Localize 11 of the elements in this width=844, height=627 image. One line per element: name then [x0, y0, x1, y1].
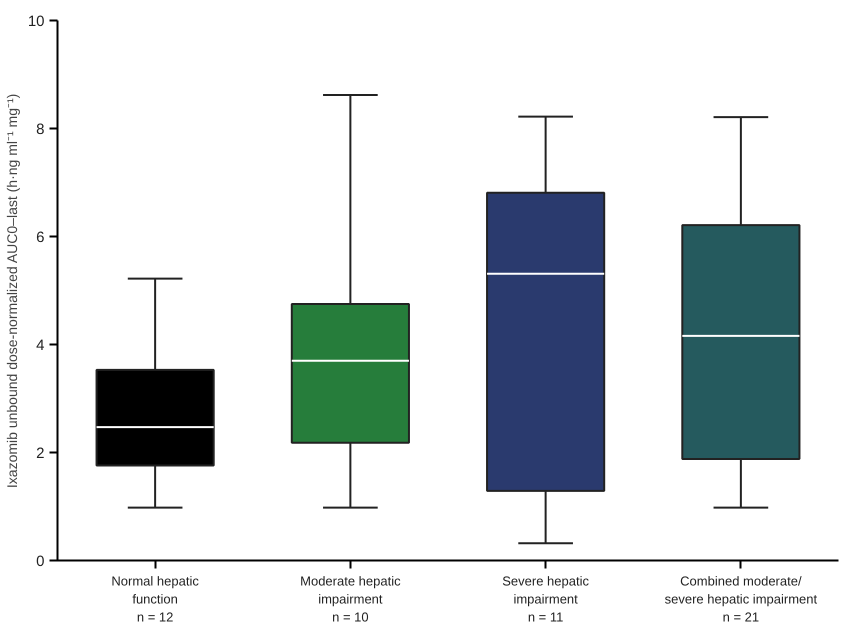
y-tick-label: 2: [36, 445, 44, 462]
y-tick-label: 6: [36, 229, 44, 246]
x-tick-label: Severe hepatic impairment n = 11: [502, 574, 590, 624]
x-tick-label: Moderate hepatic impairment n = 10: [300, 574, 402, 624]
y-tick-label: 0: [36, 553, 44, 570]
x-tick-label: Normal hepatic function n = 12: [111, 574, 200, 624]
y-tick-label: 8: [36, 121, 44, 138]
y-tick-label: 10: [28, 13, 45, 30]
y-axis-title: Ixazomib unbound dose-normalized AUC0–last (h·ng ml⁻¹ mg⁻¹): [4, 94, 20, 488]
x-tick-label: Combined moderate/ severe hepatic impairment n = 21: [664, 574, 818, 624]
y-tick-label: 4: [36, 337, 44, 354]
